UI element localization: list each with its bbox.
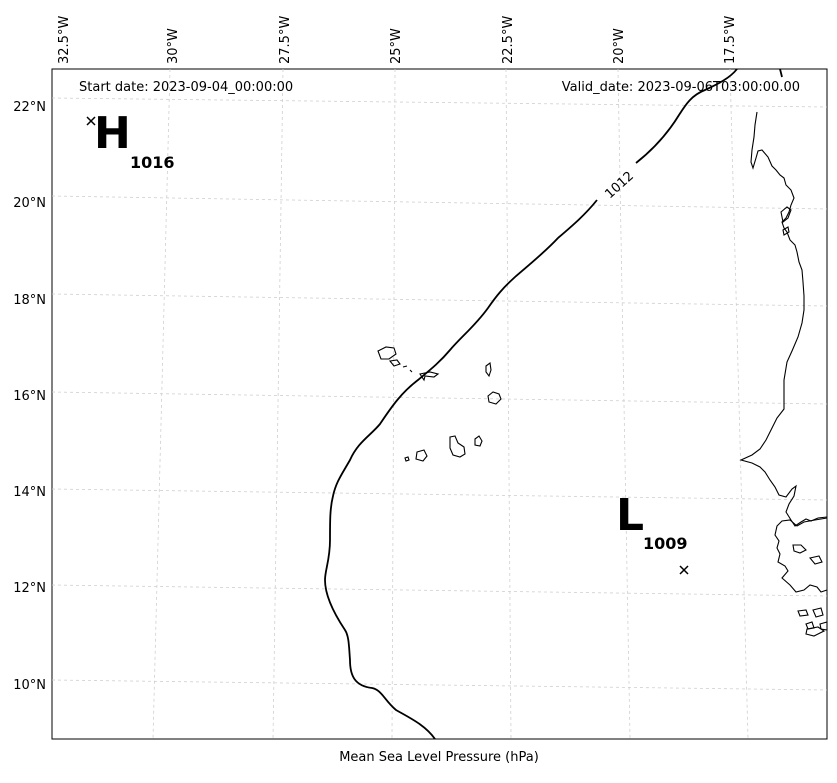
coastal-island — [819, 621, 828, 631]
low-pressure-center: L 1009 — [616, 490, 689, 575]
lon-gridline — [272, 68, 284, 740]
coastal-island — [812, 607, 824, 618]
island-santo-antao — [377, 346, 397, 360]
lat-tick-label: 12°N — [13, 581, 46, 596]
isobar-1012 — [635, 68, 738, 164]
bijagos-island — [792, 544, 807, 554]
lon-tick-label: 30°W — [166, 28, 181, 64]
lat-tick-labels: 22°N 20°N 18°N 16°N 14°N 12°N 10°N — [13, 100, 46, 693]
lon-tick-label: 27.5°W — [278, 16, 293, 64]
africa-coastline-south — [774, 517, 828, 593]
lon-gridline — [152, 68, 171, 740]
high-pressure-value: 1016 — [130, 153, 175, 172]
map-frame — [51, 68, 828, 740]
low-center-cross-icon — [679, 565, 689, 575]
isobar-1012-tail — [779, 68, 783, 78]
lat-tick-label: 22°N — [13, 100, 46, 115]
lon-tick-labels: 32.5°W 30°W 27.5°W 25°W 22.5°W 20°W 17.5… — [57, 16, 738, 64]
start-date-label: Start date: 2023-09-04_00:00:00 — [79, 80, 293, 95]
lon-tick-label: 17.5°W — [723, 16, 738, 64]
isobar-1012 — [324, 199, 598, 740]
lon-tick-label: 22.5°W — [501, 16, 516, 64]
island-sao-nicolau — [419, 371, 440, 382]
island-santa-luzia — [402, 365, 413, 373]
island-boa-vista — [487, 391, 502, 405]
island-maio — [474, 435, 483, 447]
low-pressure-letter: L — [616, 490, 644, 541]
lon-gridline — [617, 68, 631, 740]
lon-gridline — [729, 68, 749, 740]
low-pressure-value: 1009 — [643, 534, 688, 553]
map-caption: Mean Sea Level Pressure (hPa) — [339, 750, 539, 765]
lon-tick-label: 32.5°W — [57, 16, 72, 64]
lat-tick-label: 10°N — [13, 678, 46, 693]
lat-tick-label: 20°N — [13, 196, 46, 211]
cape-verde-islands — [377, 346, 502, 462]
island-brava — [404, 456, 410, 462]
coastal-island — [797, 609, 809, 617]
valid-date-label: Valid_date: 2023-09-06T03:00:00.00 — [562, 80, 800, 95]
coast-islet — [780, 206, 792, 223]
graticule — [51, 68, 828, 740]
bijagos-island — [808, 555, 823, 565]
island-sao-vicente — [388, 359, 401, 367]
coast-islet — [782, 226, 790, 236]
high-center-cross-icon — [86, 116, 96, 126]
coastal-island — [805, 626, 826, 637]
lon-tick-label: 25°W — [389, 28, 404, 64]
lon-gridline — [391, 68, 396, 740]
lat-tick-label: 16°N — [13, 389, 46, 404]
high-pressure-letter: H — [94, 108, 131, 159]
lon-tick-label: 20°W — [612, 28, 627, 64]
lat-tick-label: 14°N — [13, 485, 46, 500]
island-sal — [485, 362, 492, 378]
high-pressure-center: H 1016 — [86, 108, 175, 172]
lon-gridline — [505, 68, 512, 740]
island-fogo — [415, 449, 428, 462]
africa-coastline — [739, 111, 828, 527]
lat-tick-label: 18°N — [13, 293, 46, 308]
island-santiago — [449, 435, 466, 458]
